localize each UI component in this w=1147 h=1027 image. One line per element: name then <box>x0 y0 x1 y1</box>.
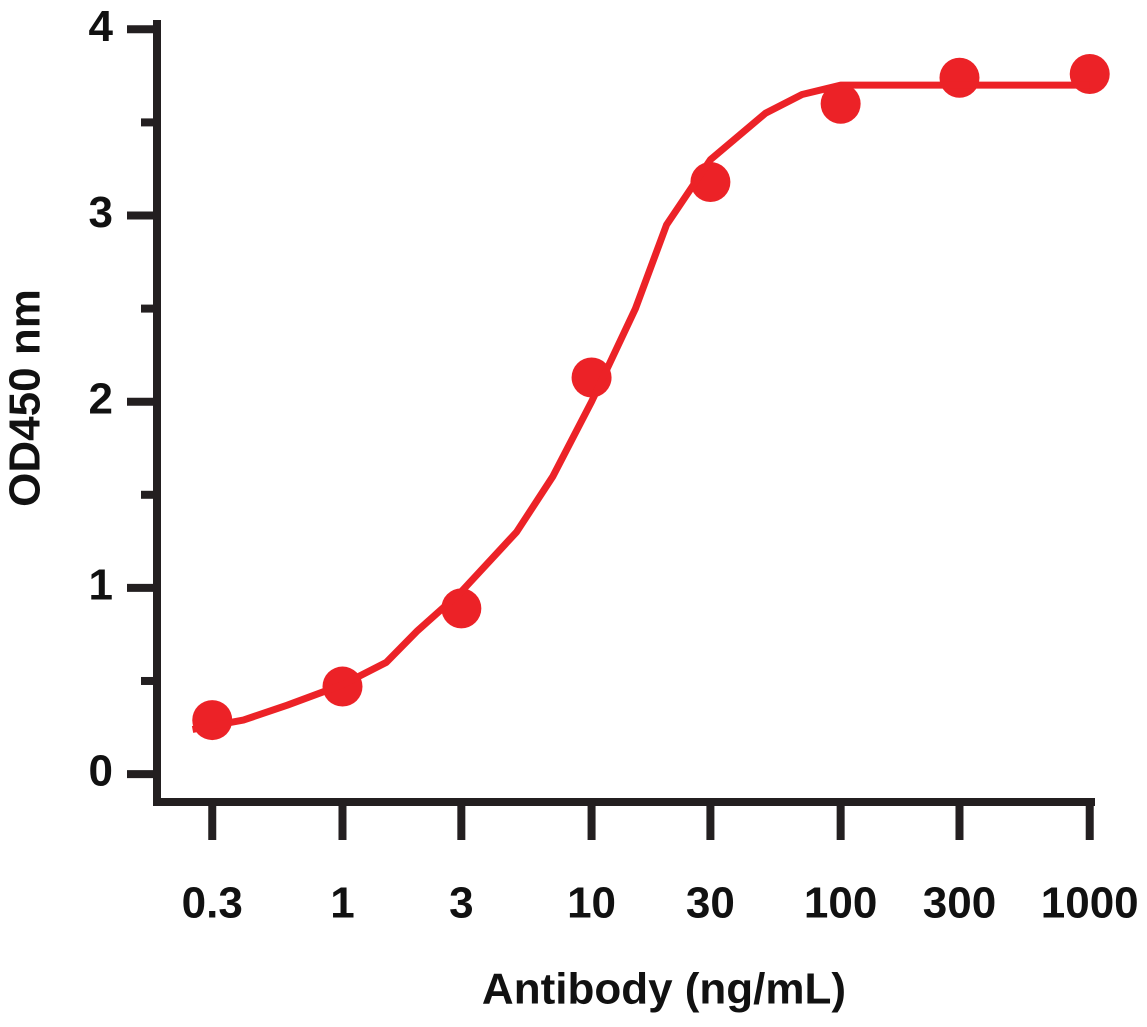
x-axis-title: Antibody (ng/mL) <box>482 965 846 1014</box>
y-tick-label: 1 <box>89 561 113 610</box>
x-tick-label: 0.3 <box>182 879 243 928</box>
y-tick-label: 2 <box>89 374 113 423</box>
y-axis-title: OD450 nm <box>1 289 50 507</box>
y-tick-label: 4 <box>89 2 114 51</box>
x-tick-label: 30 <box>686 879 735 928</box>
x-tick-label: 100 <box>804 879 877 928</box>
y-tick-label: 3 <box>89 188 113 237</box>
y-tick-label: 0 <box>89 747 113 796</box>
x-tick-label: 1 <box>330 879 354 928</box>
x-tick-label: 10 <box>567 879 616 928</box>
data-point <box>820 83 861 124</box>
fit-curve <box>191 81 1090 733</box>
data-point <box>939 57 980 98</box>
x-tick-label: 1000 <box>1041 879 1139 928</box>
x-tick-label: 300 <box>923 879 996 928</box>
x-tick-label: 3 <box>449 879 473 928</box>
